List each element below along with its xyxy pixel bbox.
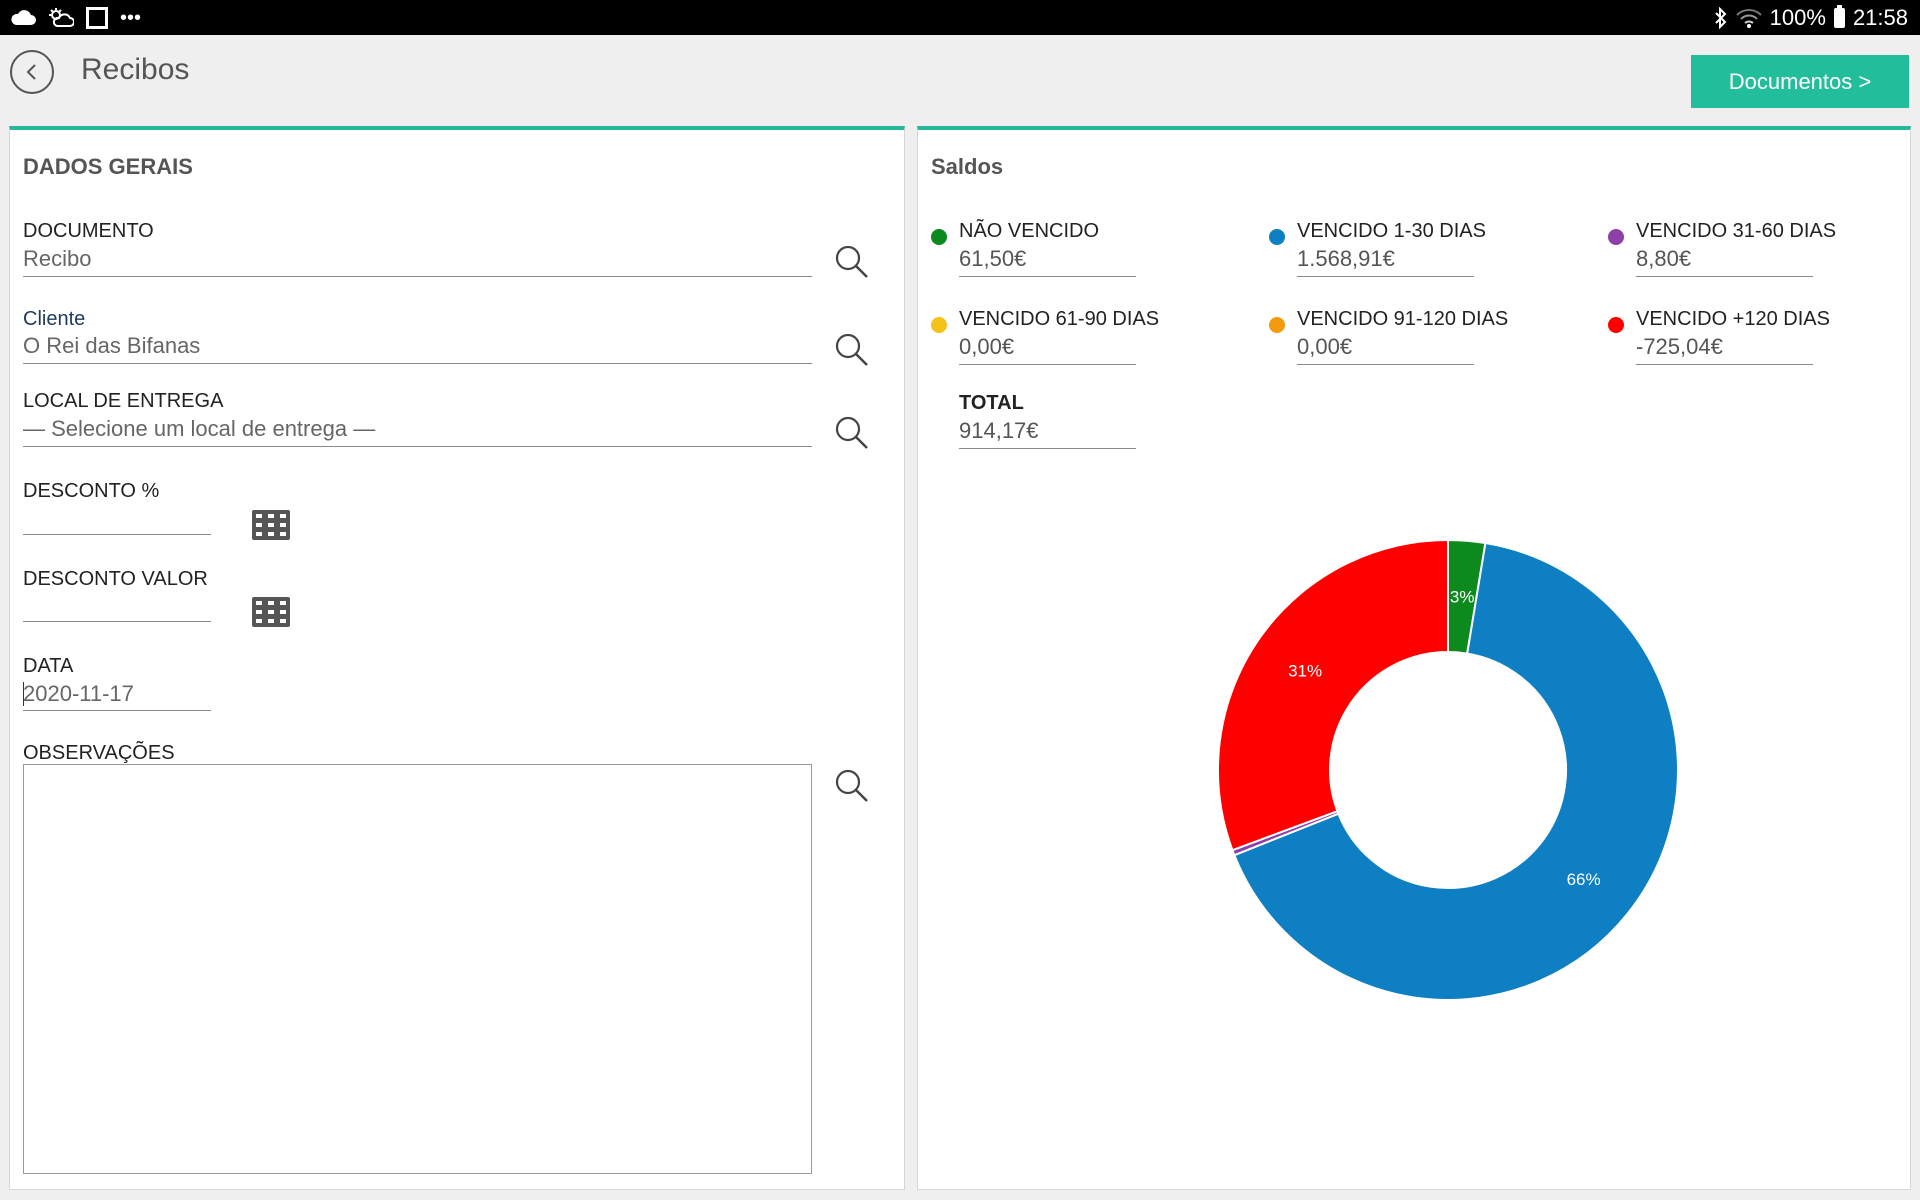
status-bar: ••• 100% 21:58 — [0, 0, 1920, 35]
balance-underline — [959, 448, 1136, 449]
donut-label-1: 66% — [1567, 870, 1601, 889]
cliente-field[interactable]: O Rei das Bifanas — [23, 333, 201, 358]
legend-dot — [931, 229, 947, 245]
legend-dot — [1608, 317, 1624, 333]
balance-label: VENCIDO 61-90 DIAS — [959, 308, 1160, 330]
legend-dot — [1269, 229, 1285, 245]
balance-value: 0,00€ — [959, 334, 1015, 359]
balance-underline — [1297, 276, 1474, 277]
local-entrega-label: LOCAL DE ENTREGA — [23, 390, 224, 412]
flipboard-icon — [86, 6, 108, 29]
donut-svg: 3% 66% 31% — [1217, 538, 1679, 1001]
battery-icon — [1833, 4, 1845, 28]
text-caret — [23, 682, 24, 706]
page-title: Recibos — [81, 53, 190, 86]
observacoes-search-icon[interactable] — [832, 766, 872, 806]
local-entrega-search-icon[interactable] — [832, 413, 872, 453]
sun-cloud-icon — [49, 7, 74, 27]
balance-underline — [1297, 364, 1474, 365]
balance-value: 61,50€ — [959, 246, 1027, 271]
donut-label-5: 31% — [1288, 662, 1322, 681]
cliente-label: Cliente — [23, 308, 86, 330]
cloud-icon — [11, 9, 36, 25]
documento-label: DOCUMENTO — [23, 220, 154, 242]
bluetooth-icon — [1714, 6, 1727, 29]
more-dots-icon: ••• — [120, 6, 142, 29]
desconto-valor-field[interactable] — [23, 594, 211, 620]
data-underline — [23, 710, 211, 711]
total-value: 914,17€ — [959, 418, 1039, 443]
desconto-pct-field[interactable] — [23, 506, 211, 532]
balance-underline — [1636, 276, 1813, 277]
clock: 21:58 — [1852, 4, 1908, 30]
chevron-left-icon — [26, 64, 36, 80]
observacoes-textarea[interactable] — [23, 764, 812, 1174]
balance-underline — [959, 276, 1136, 277]
desconto-valor-label: DESCONTO VALOR — [23, 568, 208, 590]
balance-label: VENCIDO 91-120 DIAS — [1297, 308, 1509, 330]
balance-underline — [1636, 364, 1813, 365]
documento-search-icon[interactable] — [832, 242, 872, 282]
balance-label: VENCIDO 31-60 DIAS — [1636, 220, 1837, 242]
observacoes-label: OBSERVAÇÕES — [23, 742, 175, 764]
legend-dot — [931, 317, 947, 333]
legend-dot — [1608, 229, 1624, 245]
desconto-pct-underline — [23, 534, 211, 535]
balance-value: 1.568,91€ — [1297, 246, 1395, 271]
legend-dot — [1269, 317, 1285, 333]
back-button[interactable] — [10, 50, 54, 94]
local-entrega-field[interactable]: — Selecione um local de entrega — — [23, 416, 376, 441]
documento-field[interactable]: Recibo — [23, 246, 92, 271]
keypad-icon[interactable] — [252, 597, 290, 627]
balance-value: 0,00€ — [1297, 334, 1353, 359]
donut-label-0: 3% — [1450, 588, 1475, 607]
status-bar-left: ••• — [10, 0, 141, 35]
battery-percent: 100% — [1769, 4, 1826, 30]
balance-label: VENCIDO 1-30 DIAS — [1297, 220, 1486, 242]
keypad-icon[interactable] — [252, 510, 290, 540]
local-entrega-underline — [23, 446, 812, 447]
desconto-pct-label: DESCONTO % — [23, 480, 160, 502]
balances-panel: Saldos NÃO VENCIDO 61,50€ VENCIDO 1-30 D… — [917, 126, 1911, 1190]
cliente-underline — [23, 363, 812, 364]
balances-title: Saldos — [931, 154, 1004, 179]
data-field[interactable]: 2020-11-17 — [23, 681, 134, 706]
balance-label: NÃO VENCIDO — [959, 220, 1100, 242]
balance-underline — [959, 364, 1136, 365]
cliente-search-icon[interactable] — [832, 330, 872, 370]
balances-donut-chart: 3% 66% 31% — [1198, 520, 1698, 1020]
total-label: TOTAL — [959, 392, 1024, 414]
balance-value: 8,80€ — [1636, 246, 1692, 271]
donut-slice-5[interactable] — [1217, 538, 1449, 852]
documento-underline — [23, 276, 812, 277]
general-data-title: DADOS GERAIS — [23, 154, 193, 179]
wifi-icon — [1735, 8, 1762, 28]
balance-value: -725,04€ — [1636, 334, 1723, 359]
donut-slice-1[interactable] — [1233, 541, 1679, 1001]
data-label: DATA — [23, 655, 74, 677]
balance-label: VENCIDO +120 DIAS — [1636, 308, 1830, 330]
status-bar-right: 100% 21:58 — [1714, 0, 1908, 35]
general-data-panel: DADOS GERAIS DOCUMENTO Recibo Cliente O … — [9, 126, 905, 1190]
desconto-valor-underline — [23, 621, 211, 622]
documents-button[interactable]: Documentos > — [1691, 55, 1909, 108]
